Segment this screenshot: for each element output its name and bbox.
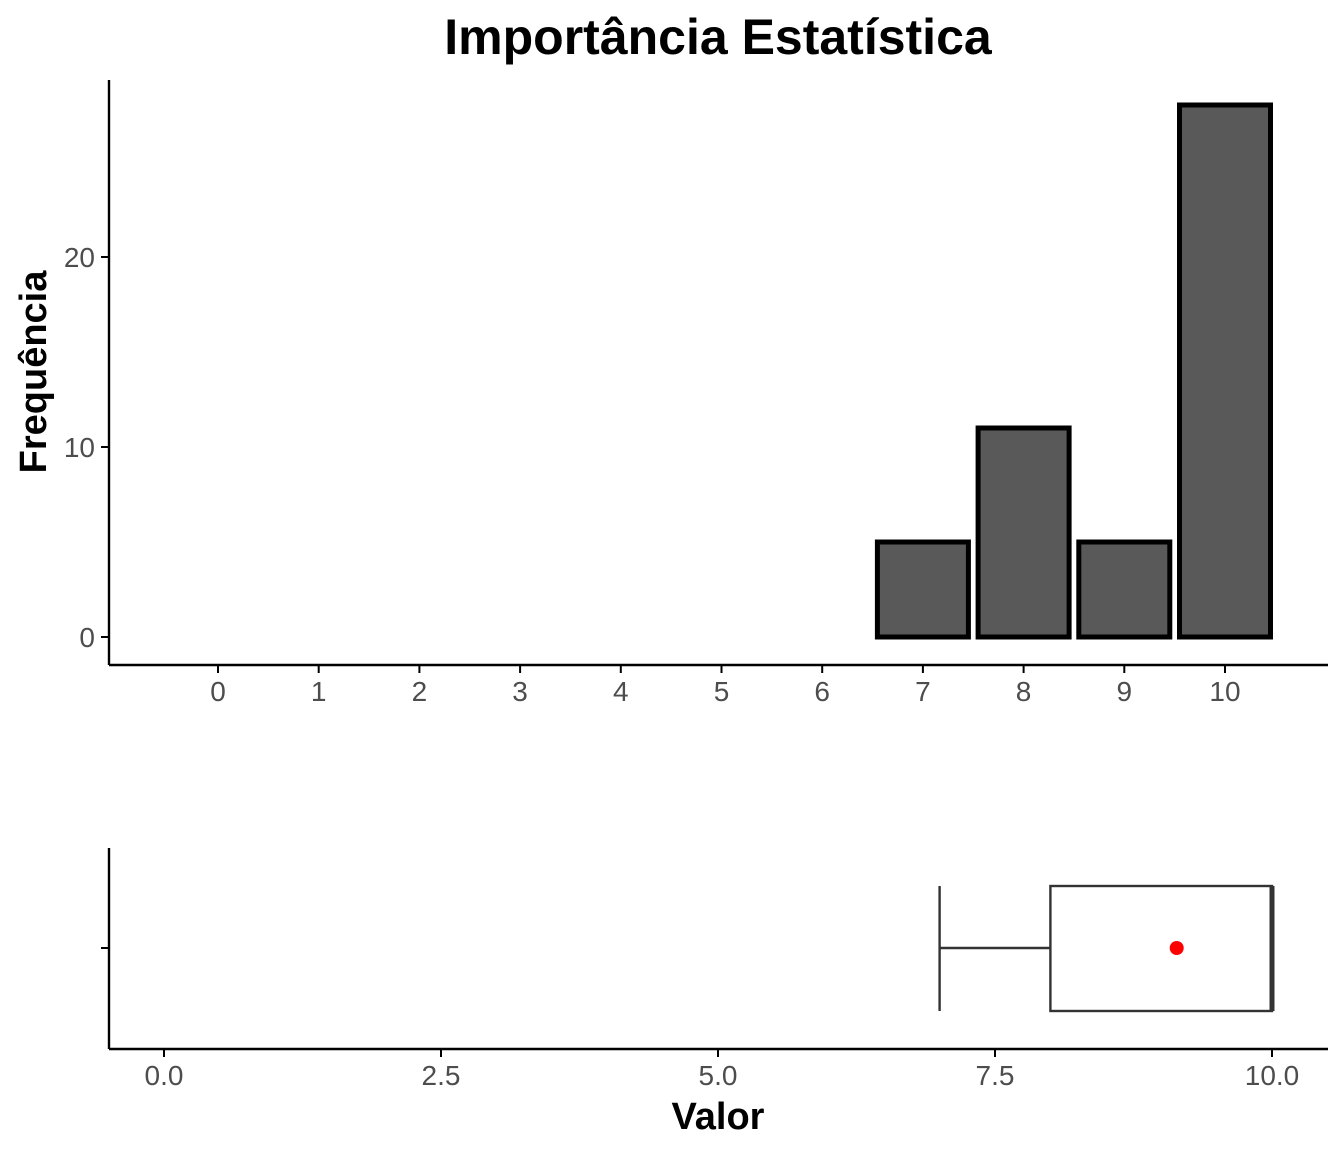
- histogram-x-tick-label: 2: [412, 676, 428, 707]
- histogram-bar: [975, 425, 1072, 640]
- histogram-x-tick-label: 10: [1209, 676, 1240, 707]
- histogram-x-tick-label: 8: [1016, 676, 1032, 707]
- boxplot-x-axis-title: Valor: [672, 1096, 765, 1138]
- histogram-x-tick-label: 9: [1117, 676, 1133, 707]
- boxplot-panel: 0.0 2.5 5.0 7.5 10.0 Valor: [101, 848, 1328, 1138]
- histogram-x-tick-label: 5: [714, 676, 730, 707]
- boxplot-marks: [938, 884, 1275, 1013]
- histogram-x-tick-label: 6: [814, 676, 830, 707]
- histogram-x-ticks: 0 1 2 3 4 5 6 7 8 9 10: [210, 665, 1241, 707]
- histogram-y-tick-label: 10: [64, 432, 95, 463]
- histogram-bar: [1076, 539, 1173, 640]
- histogram-x-tick-label: 4: [613, 676, 629, 707]
- histogram-bar: [874, 539, 971, 640]
- boxplot-box: [1049, 884, 1274, 1013]
- boxplot-x-ticks: 0.0 2.5 5.0 7.5 10.0: [145, 1049, 1300, 1091]
- histogram-bars: [874, 102, 1273, 640]
- histogram-x-tick-label: 0: [210, 676, 226, 707]
- histogram-x-tick-label: 1: [311, 676, 327, 707]
- boxplot-x-tick-label: 7.5: [976, 1060, 1015, 1091]
- histogram-panel: 0 10 20 0 1 2 3 4 5 6 7 8 9 10 Frequência: [13, 80, 1328, 707]
- histogram-x-tick-label: 7: [915, 676, 931, 707]
- boxplot-x-tick-label: 2.5: [422, 1060, 461, 1091]
- histogram-y-tick-label: 20: [64, 242, 95, 273]
- boxplot-mean-point: [1169, 941, 1184, 955]
- histogram-y-axis-title: Frequência: [13, 270, 55, 474]
- chart-title: Importância Estatística: [444, 9, 993, 65]
- boxplot-x-tick-label: 5.0: [699, 1060, 738, 1091]
- histogram-bar: [1177, 102, 1273, 640]
- histogram-y-ticks: 0 10 20: [64, 242, 109, 653]
- boxplot-x-tick-label: 10.0: [1245, 1060, 1300, 1091]
- boxplot-x-tick-label: 0.0: [145, 1060, 184, 1091]
- histogram-y-tick-label: 0: [79, 622, 95, 653]
- histogram-x-tick-label: 3: [512, 676, 528, 707]
